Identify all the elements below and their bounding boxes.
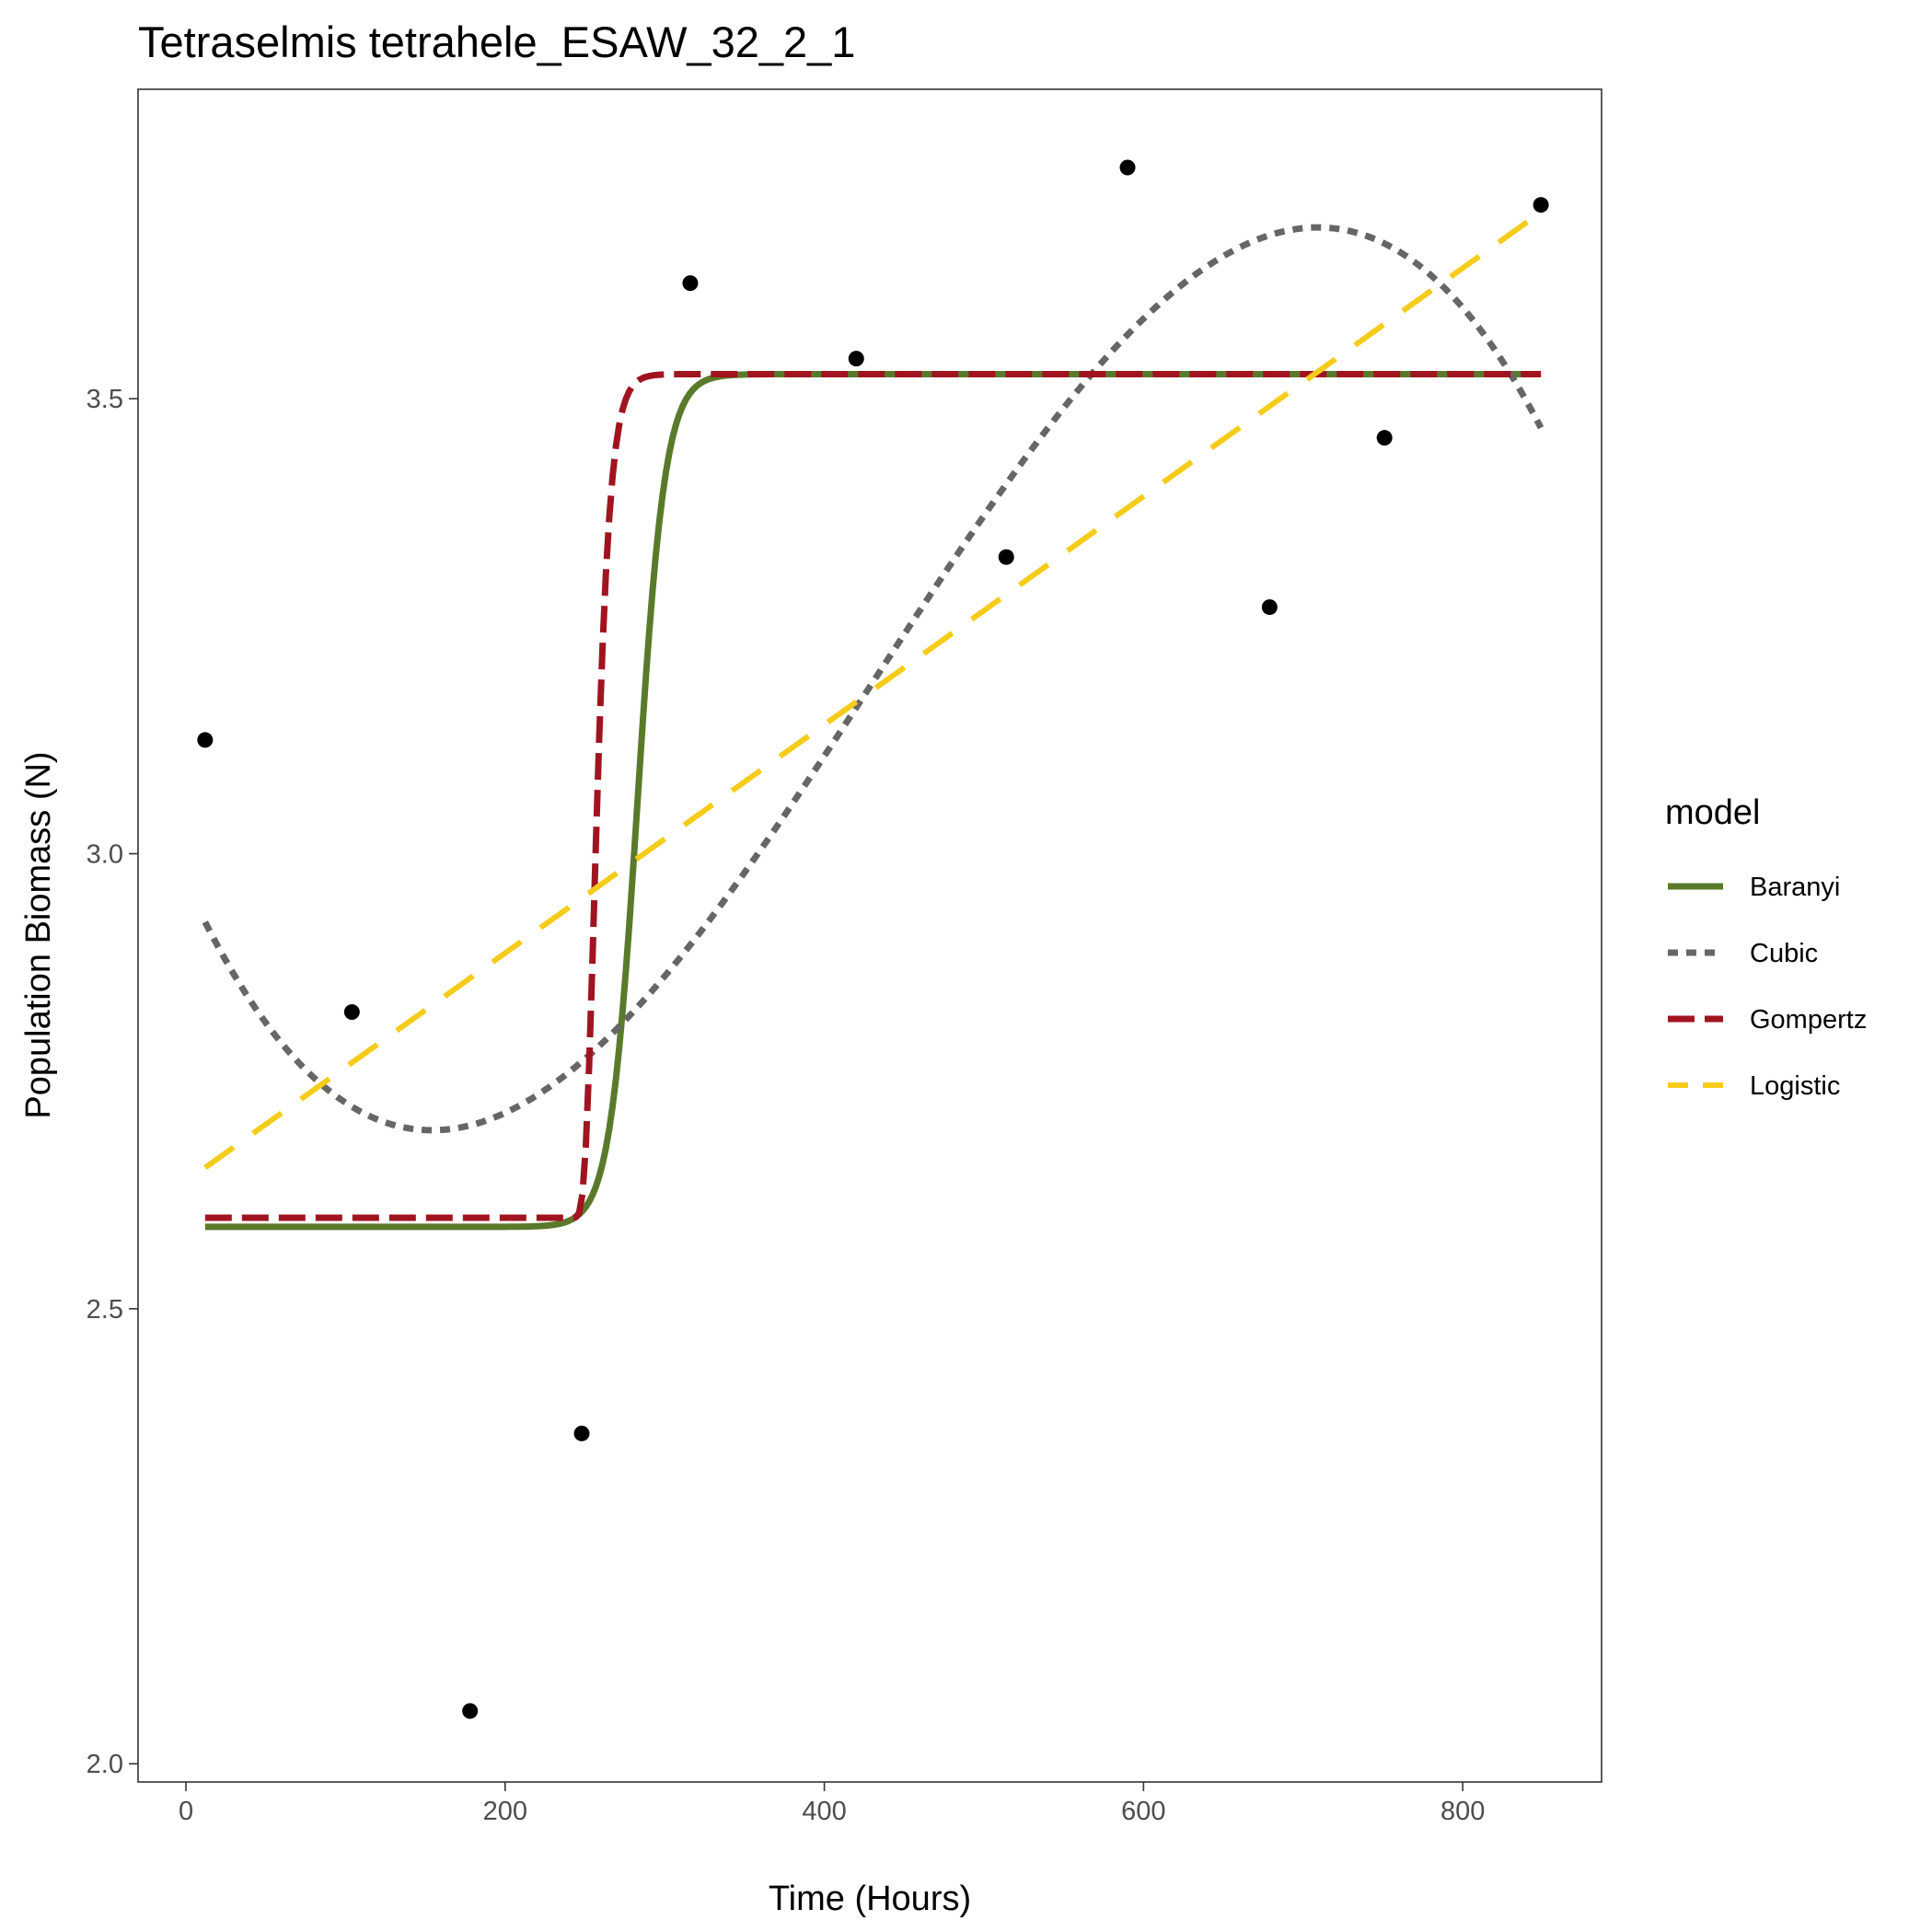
plot-panel	[138, 89, 1602, 1782]
series-layer	[202, 210, 1544, 1231]
data-point	[1376, 430, 1393, 446]
x-tick-label: 200	[483, 1797, 527, 1826]
y-tick-label: 3.5	[87, 385, 123, 414]
data-point	[197, 732, 214, 748]
chart-title: Tetraselmis tetrahele_ESAW_32_2_1	[138, 17, 855, 66]
series-line-cubic	[202, 224, 1544, 1134]
data-point	[682, 275, 699, 292]
legend-label-logistic: Logistic	[1750, 1071, 1840, 1101]
legend-label-baranyi: Baranyi	[1750, 873, 1840, 902]
data-point	[848, 351, 864, 367]
legend-label-cubic: Cubic	[1750, 939, 1818, 968]
x-tick-label: 400	[802, 1797, 846, 1826]
data-point	[1261, 599, 1278, 616]
x-tick-label: 600	[1121, 1797, 1165, 1826]
data-point	[573, 1425, 590, 1441]
y-axis-title: Population Biomass (N)	[19, 751, 58, 1118]
y-tick-label: 2.0	[87, 1750, 123, 1779]
data-point	[1533, 197, 1549, 214]
data-point	[998, 549, 1014, 565]
points-layer	[197, 159, 1549, 1719]
series-line-logistic	[203, 210, 1543, 1171]
data-point	[1119, 159, 1136, 176]
y-tick-label: 3.0	[87, 840, 123, 870]
plot-border	[137, 88, 1602, 1783]
data-point	[343, 1004, 360, 1021]
legend-title: model	[1665, 793, 1761, 832]
legend: model Baranyi Cubic Gompertz Logistic	[1665, 793, 1867, 1101]
x-axis-title: Time (Hours)	[769, 1880, 971, 1918]
legend-label-gompertz: Gompertz	[1750, 1005, 1867, 1035]
data-point	[462, 1703, 479, 1719]
x-tick-label: 0	[179, 1797, 193, 1826]
x-axis: 0 200 400 600 800	[179, 1782, 1485, 1826]
x-tick-label: 800	[1440, 1797, 1485, 1826]
y-axis: 2.0 2.5 3.0 3.5	[87, 385, 138, 1779]
y-tick-label: 2.5	[87, 1295, 123, 1325]
